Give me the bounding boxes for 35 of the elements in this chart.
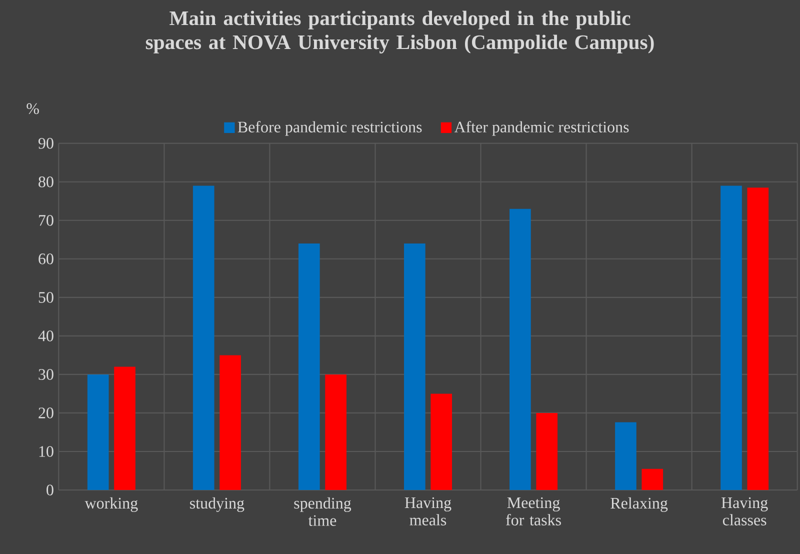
y-tick-label: 90: [38, 138, 54, 149]
bar: [615, 422, 636, 490]
bar: [430, 394, 452, 490]
bar: [325, 374, 346, 490]
x-tick-label: Relaxing: [610, 497, 668, 512]
y-axis-title: %: [26, 103, 39, 114]
bar: [510, 208, 531, 490]
bar: [220, 355, 241, 490]
bar: [536, 412, 558, 490]
y-tick-label: 70: [39, 214, 54, 226]
bar: [298, 243, 320, 490]
bar: [720, 186, 742, 490]
x-tick-label: Meeting for tasks: [506, 497, 561, 526]
chart-title: Main activities participants developed in the public spaces at NOVA University Lisbon (Campolide Campus): [146, 10, 654, 54]
y-tick-label: 20: [38, 408, 54, 418]
x-tick-label: Having meals: [404, 497, 452, 526]
x-tick-label: working: [84, 497, 138, 512]
y-tick-label: 80: [38, 176, 54, 188]
bar: [642, 468, 664, 490]
y-tick-label: 60: [38, 253, 54, 264]
x-tick-label: spending time: [294, 497, 352, 526]
bar: [114, 366, 136, 490]
bar: [192, 186, 214, 490]
bar: [404, 243, 426, 490]
bar: [747, 188, 769, 490]
y-tick-label: 40: [38, 330, 54, 342]
y-tick-label: 10: [39, 446, 54, 457]
y-tick-label: 0: [46, 484, 54, 496]
legend-label: Before pandemic restrictions: [238, 121, 422, 136]
bar: [87, 374, 109, 490]
x-tick-label: studying: [190, 497, 244, 512]
x-tick-label: Having classes: [721, 497, 768, 526]
y-tick-label: 30: [38, 369, 54, 380]
legend-label: After pandemic restrictions: [454, 121, 629, 136]
y-tick-label: 50: [38, 292, 54, 303]
